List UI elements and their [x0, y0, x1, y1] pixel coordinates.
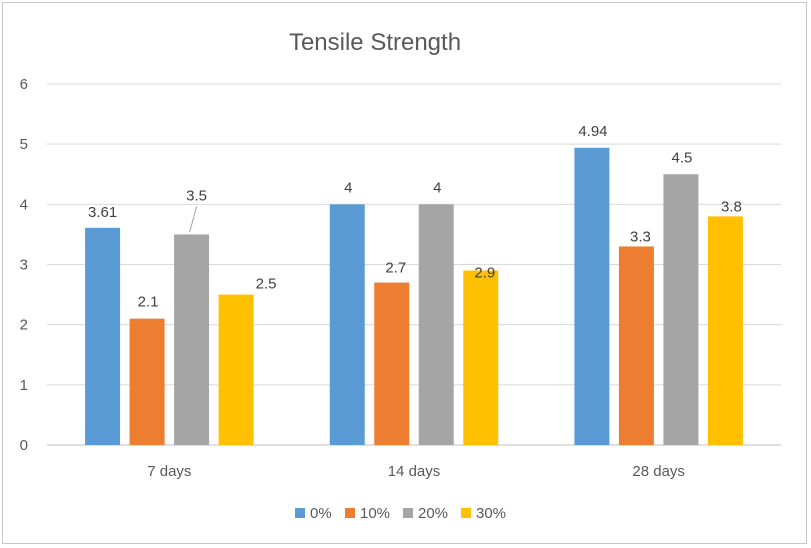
legend-label: 10% — [360, 505, 390, 522]
chart-title: Tensile Strength — [289, 29, 461, 56]
bar — [85, 227, 121, 445]
data-label: 2.5 — [256, 276, 277, 293]
data-labels: 3.61 2.1 3.5 2.5 4 2.7 4 2.9 4.94 3.3 4.5 3.8 — [88, 123, 742, 311]
y-tick-label: 1 — [20, 377, 28, 394]
y-tick-label: 6 — [20, 76, 28, 93]
y-tick-label: 3 — [20, 257, 28, 274]
bar — [418, 204, 454, 445]
bar — [218, 294, 254, 445]
data-label: 3.61 — [88, 204, 117, 221]
y-tick-label: 0 — [20, 437, 28, 454]
y-tick-label: 5 — [20, 136, 28, 153]
bars — [85, 147, 743, 445]
legend-swatch — [461, 508, 471, 518]
bar — [707, 216, 743, 445]
legend: 0% 10% 20% 30% — [295, 505, 506, 522]
y-axis-ticks: 0 1 2 3 4 5 6 — [20, 76, 28, 454]
bar — [618, 246, 654, 445]
gridlines — [47, 83, 781, 446]
legend-label: 0% — [310, 505, 332, 522]
bar — [129, 318, 165, 445]
legend-swatch — [345, 508, 355, 518]
data-label: 4 — [344, 179, 352, 196]
legend-swatch — [295, 508, 305, 518]
category-label: 28 days — [632, 463, 685, 480]
legend-label: 30% — [476, 505, 506, 522]
chart-svg: Tensile Strength 0 1 2 3 4 5 6 3.61 2.1 3.5 2.5 4 2… — [20, 29, 781, 522]
data-label: 4 — [433, 179, 441, 196]
bar — [174, 234, 210, 445]
y-tick-label: 4 — [20, 196, 28, 213]
data-label: 3.5 — [186, 187, 207, 204]
data-label: 4.94 — [578, 123, 607, 140]
bar — [463, 270, 499, 445]
bar — [663, 174, 699, 445]
data-label: 3.8 — [721, 198, 742, 215]
category-label: 7 days — [147, 463, 191, 480]
category-label: 14 days — [388, 463, 441, 480]
data-label: 2.1 — [138, 294, 159, 311]
data-label: 3.3 — [630, 228, 651, 245]
data-label: 2.9 — [474, 265, 495, 282]
bar — [374, 282, 410, 445]
legend-swatch — [403, 508, 413, 518]
y-tick-label: 2 — [20, 317, 28, 334]
leader-line — [189, 206, 198, 233]
data-label: 4.5 — [671, 149, 692, 166]
legend-label: 20% — [418, 505, 448, 522]
bar — [574, 147, 610, 445]
x-axis-categories: 7 days 14 days 28 days — [147, 463, 685, 480]
data-label: 2.7 — [385, 260, 406, 277]
bar — [329, 204, 365, 445]
